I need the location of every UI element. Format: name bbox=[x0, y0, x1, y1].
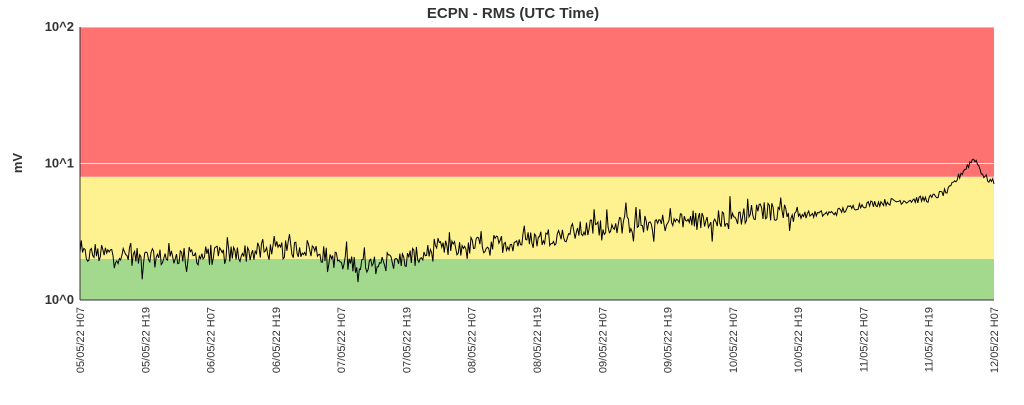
band-green bbox=[80, 258, 994, 300]
series-layer bbox=[79, 158, 995, 283]
x-tick-label: 09/05/22 H19 bbox=[663, 307, 675, 373]
y-tick-label: 10^1 bbox=[45, 156, 74, 171]
x-tick-label: 06/05/22 H19 bbox=[271, 307, 283, 373]
x-tick-label: 09/05/22 H07 bbox=[597, 307, 609, 373]
x-tick-label: 08/05/22 H07 bbox=[467, 307, 479, 373]
x-tick-label: 10/05/22 H19 bbox=[793, 307, 805, 373]
y-tick-labels: 10^0 10^1 10^2 bbox=[45, 19, 74, 307]
x-tick-label: 11/05/22 H19 bbox=[924, 307, 936, 372]
x-tick-label: 06/05/22 H07 bbox=[206, 307, 218, 373]
x-tick-label: 05/05/22 H19 bbox=[140, 307, 152, 373]
x-tick-label: 11/05/22 H07 bbox=[858, 307, 870, 372]
y-tick-label: 10^0 bbox=[45, 292, 74, 307]
x-tick-label: 08/05/22 H19 bbox=[532, 307, 544, 373]
y-axis-label: mV bbox=[10, 153, 25, 174]
band-red bbox=[80, 27, 994, 177]
series-line-rms bbox=[79, 158, 995, 283]
y-tick-label: 10^2 bbox=[45, 19, 74, 34]
x-tick-label: 10/05/22 H07 bbox=[728, 307, 740, 373]
x-tick-label: 12/05/22 H07 bbox=[989, 307, 1001, 373]
threshold-bands bbox=[80, 27, 994, 300]
chart-title: ECPN - RMS (UTC Time) bbox=[427, 5, 599, 22]
axes bbox=[79, 27, 994, 301]
x-tick-label: 05/05/22 H07 bbox=[75, 307, 87, 373]
x-tick-label: 07/05/22 H07 bbox=[336, 307, 348, 373]
x-tick-labels: 05/05/22 H07 05/05/22 H19 06/05/22 H07 06/0… bbox=[75, 307, 1001, 373]
x-tick-label: 07/05/22 H19 bbox=[401, 307, 413, 373]
